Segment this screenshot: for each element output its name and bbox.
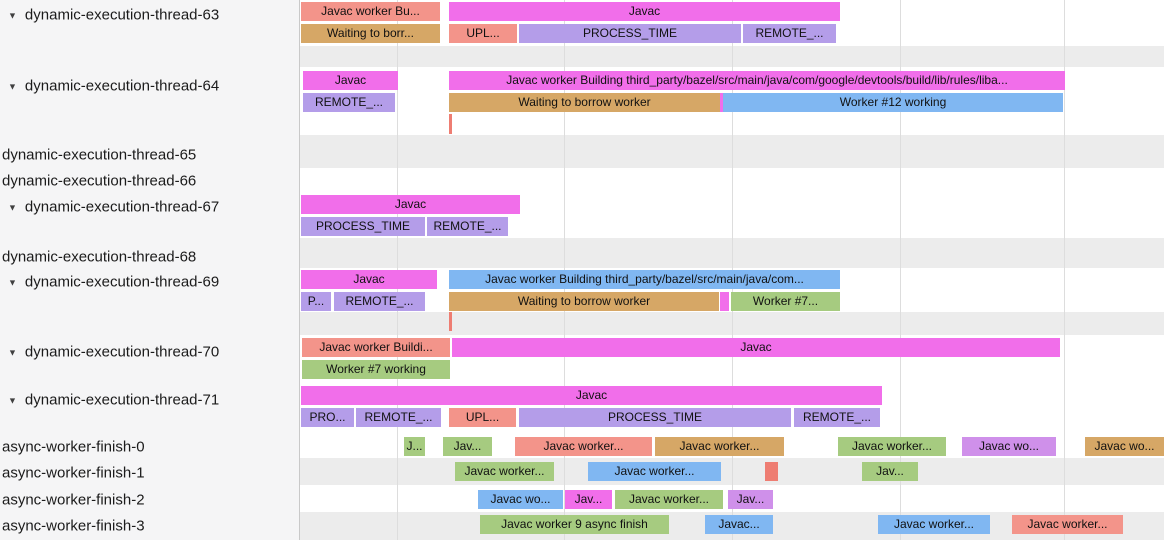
slice-bar[interactable]: Javac worker... [515, 437, 652, 456]
track-label[interactable]: dynamic-execution-thread-65 [2, 147, 196, 164]
slice-bar[interactable]: PROCESS_TIME [519, 24, 741, 43]
track-name: dynamic-execution-thread-67 [24, 198, 220, 216]
track-label[interactable]: ▼ dynamic-execution-thread-63 [8, 7, 219, 24]
slice-bar[interactable]: Javac [449, 2, 840, 21]
slice-bar[interactable]: Javac [301, 270, 437, 289]
slice-bar[interactable]: Javac worker Buildi... [302, 338, 450, 357]
track-label[interactable]: ▼ dynamic-execution-thread-69 [8, 274, 219, 291]
slice-bar[interactable]: PROCESS_TIME [301, 217, 425, 236]
instant-marker[interactable] [449, 114, 452, 134]
track-name: dynamic-execution-thread-63 [24, 6, 220, 24]
track-label[interactable]: ▼ dynamic-execution-thread-67 [8, 199, 219, 216]
track-name: async-worker-finish-3 [2, 517, 145, 535]
slice-bar[interactable]: Worker #7 working [302, 360, 450, 379]
slice-bar[interactable]: Javac wo... [962, 437, 1056, 456]
slice-bar[interactable]: Waiting to borrow worker [449, 292, 719, 311]
slice-bar[interactable]: Javac [452, 338, 1060, 357]
slice-bar[interactable]: Javac [303, 71, 398, 90]
slice-bar[interactable]: REMOTE_... [743, 24, 836, 43]
slice-bar[interactable]: Javac worker... [1012, 515, 1123, 534]
slice-bar[interactable]: UPL... [449, 24, 517, 43]
track-name: dynamic-execution-thread-71 [24, 391, 220, 409]
slice-bar[interactable]: Javac worker... [588, 462, 721, 481]
slice-bar[interactable]: Javac worker Building third_party/bazel/… [449, 71, 1065, 90]
slice-bar[interactable]: Javac... [705, 515, 773, 534]
track-label[interactable]: ▼ dynamic-execution-thread-70 [8, 344, 219, 361]
track-label[interactable]: dynamic-execution-thread-66 [2, 173, 196, 190]
track-name: dynamic-execution-thread-64 [24, 77, 220, 95]
slice-bar[interactable]: Javac worker... [838, 437, 946, 456]
slice-bar[interactable]: Javac [301, 386, 882, 405]
slice-bar[interactable]: UPL... [449, 408, 516, 427]
track-name: dynamic-execution-thread-69 [24, 273, 220, 291]
gridline [900, 0, 901, 540]
track-label[interactable]: async-worker-finish-3 [2, 518, 145, 535]
slice-bar[interactable]: Javac worker... [455, 462, 554, 481]
slice-bar[interactable]: P... [301, 292, 331, 311]
track-label[interactable]: async-worker-finish-0 [2, 439, 145, 456]
slice-bar[interactable]: Waiting to borr... [301, 24, 440, 43]
slice-bar[interactable]: Jav... [862, 462, 918, 481]
track-label[interactable]: async-worker-finish-1 [2, 465, 145, 482]
expander-icon[interactable]: ▼ [8, 10, 17, 20]
slice-bar[interactable]: Jav... [443, 437, 492, 456]
slice-bar[interactable]: REMOTE_... [356, 408, 441, 427]
slice-bar[interactable]: REMOTE_... [427, 217, 508, 236]
track-label[interactable]: ▼ dynamic-execution-thread-71 [8, 392, 219, 409]
instant-marker[interactable] [449, 312, 452, 331]
expander-icon[interactable]: ▼ [8, 277, 17, 287]
slice-bar[interactable]: Waiting to borrow worker [449, 93, 720, 112]
track-label[interactable]: dynamic-execution-thread-68 [2, 249, 196, 266]
thread-name-panel: ▼ dynamic-execution-thread-63 ▼ dynamic-exe… [0, 0, 300, 540]
track-name: dynamic-execution-thread-66 [2, 172, 197, 190]
expander-icon[interactable]: ▼ [8, 347, 17, 357]
slice-bar[interactable] [765, 462, 778, 481]
slice-bar[interactable]: Javac wo... [478, 490, 563, 509]
track-name: async-worker-finish-1 [2, 464, 145, 482]
track-name: async-worker-finish-2 [2, 491, 145, 509]
slice-bar[interactable]: REMOTE_... [334, 292, 425, 311]
track-label[interactable]: async-worker-finish-2 [2, 492, 145, 509]
gridline [1064, 0, 1065, 540]
track-name: async-worker-finish-0 [2, 438, 145, 456]
slice-bar[interactable] [720, 93, 723, 112]
slice-bar[interactable]: Javac worker Building third_party/bazel/… [449, 270, 840, 289]
slice-bar[interactable]: Javac worker 9 async finish [480, 515, 669, 534]
expander-icon[interactable]: ▼ [8, 395, 17, 405]
slice-bar[interactable]: PRO... [301, 408, 354, 427]
slice-bar[interactable]: Javac worker... [655, 437, 784, 456]
track-name: dynamic-execution-thread-65 [2, 146, 197, 164]
track-label[interactable]: ▼ dynamic-execution-thread-64 [8, 78, 219, 95]
slice-bar[interactable]: REMOTE_... [303, 93, 395, 112]
slice-bar[interactable]: Javac worker... [615, 490, 723, 509]
slice-bar[interactable]: Jav... [565, 490, 612, 509]
slice-bar[interactable]: Javac worker... [878, 515, 990, 534]
slice-bar[interactable]: Javac wo... [1085, 437, 1164, 456]
slice-bar[interactable]: PROCESS_TIME [519, 408, 791, 427]
slice-bar[interactable] [720, 292, 729, 311]
track-name: dynamic-execution-thread-68 [2, 248, 197, 266]
slice-bar[interactable]: Worker #12 working [723, 93, 1063, 112]
slice-bar[interactable]: Javac worker Bu... [301, 2, 440, 21]
slice-bar[interactable]: REMOTE_... [794, 408, 880, 427]
track-name: dynamic-execution-thread-70 [24, 343, 220, 361]
slice-bar[interactable]: Jav... [728, 490, 773, 509]
slice-bar[interactable]: Javac [301, 195, 520, 214]
slice-bar[interactable]: J... [404, 437, 425, 456]
expander-icon[interactable]: ▼ [8, 81, 17, 91]
slice-bar[interactable]: Worker #7... [731, 292, 840, 311]
expander-icon[interactable]: ▼ [8, 202, 17, 212]
